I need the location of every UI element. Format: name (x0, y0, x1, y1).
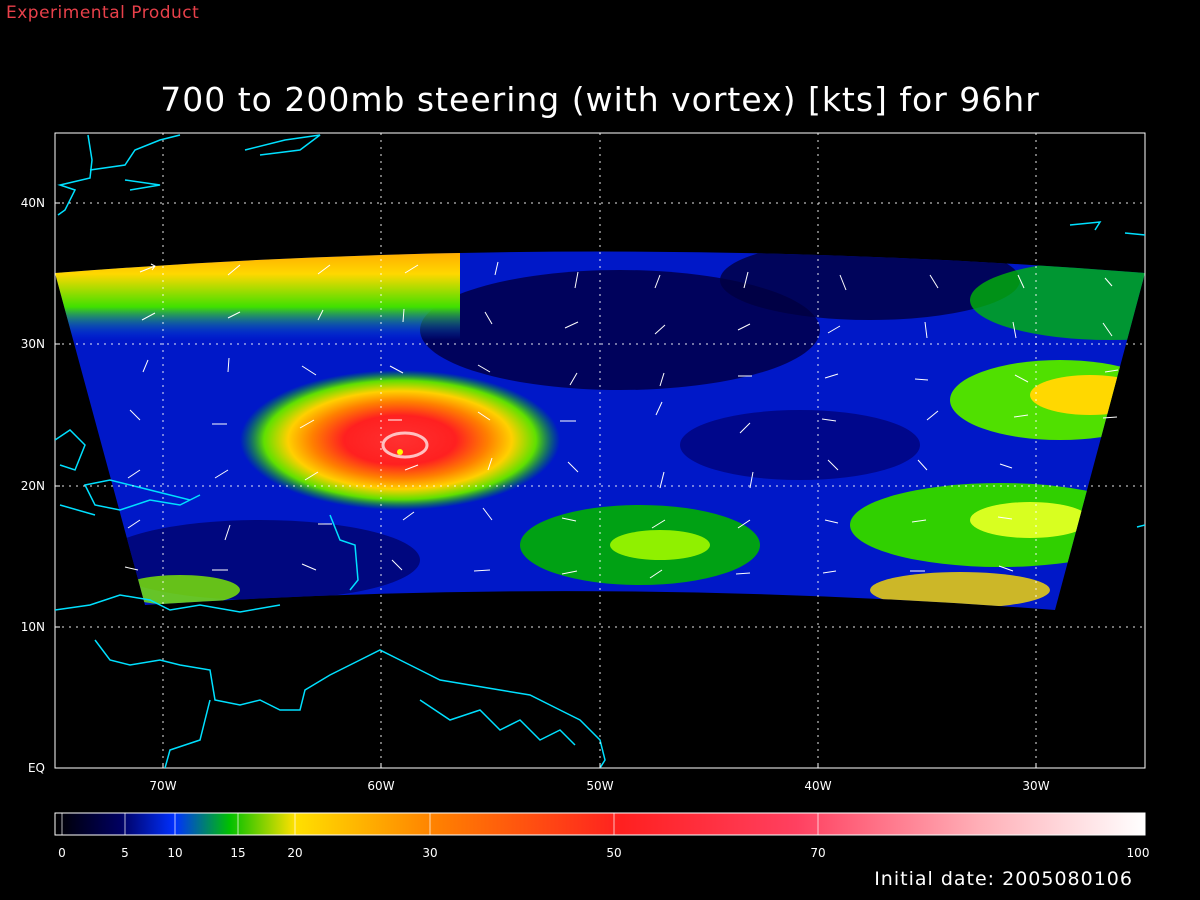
colorbar-label: 20 (287, 846, 302, 860)
initial-date: Initial date: 2005080106 (874, 868, 1133, 890)
lon-label-60w: 60W (367, 779, 394, 793)
lon-label-70w: 70W (149, 779, 176, 793)
lat-lon-grid (55, 133, 1145, 768)
colorbar-label: 50 (606, 846, 621, 860)
wind-vectors (124, 261, 1119, 579)
lat-label-eq: EQ (28, 761, 45, 775)
colorbar-label: 0 (58, 846, 66, 860)
colorbar-label: 30 (422, 846, 437, 860)
colorbar-label: 10 (167, 846, 182, 860)
lon-label-50w: 50W (586, 779, 613, 793)
lon-label-30w: 30W (1022, 779, 1049, 793)
lon-label-40w: 40W (804, 779, 831, 793)
colorbar-labels: 0 5 10 15 20 30 50 70 100 (58, 846, 1149, 860)
colorbar (54, 812, 1146, 836)
lat-label-10n: 10N (21, 620, 45, 634)
experimental-product-label: Experimental Product (6, 3, 200, 23)
coastlines (55, 134, 1145, 768)
lat-label-20n: 20N (21, 479, 45, 493)
colorbar-label: 5 (121, 846, 129, 860)
lat-label-30n: 30N (21, 337, 45, 351)
colorbar-label: 15 (230, 846, 245, 860)
steering-field (55, 251, 1145, 610)
colorbar-ticks (61, 813, 819, 835)
colorbar-label: 100 (1127, 846, 1150, 860)
colorbar-label: 70 (810, 846, 825, 860)
plot-title: 700 to 200mb steering (with vortex) [kts… (160, 80, 1040, 119)
lat-label-40n: 40N (21, 196, 45, 210)
axis-ticks (55, 202, 1037, 768)
